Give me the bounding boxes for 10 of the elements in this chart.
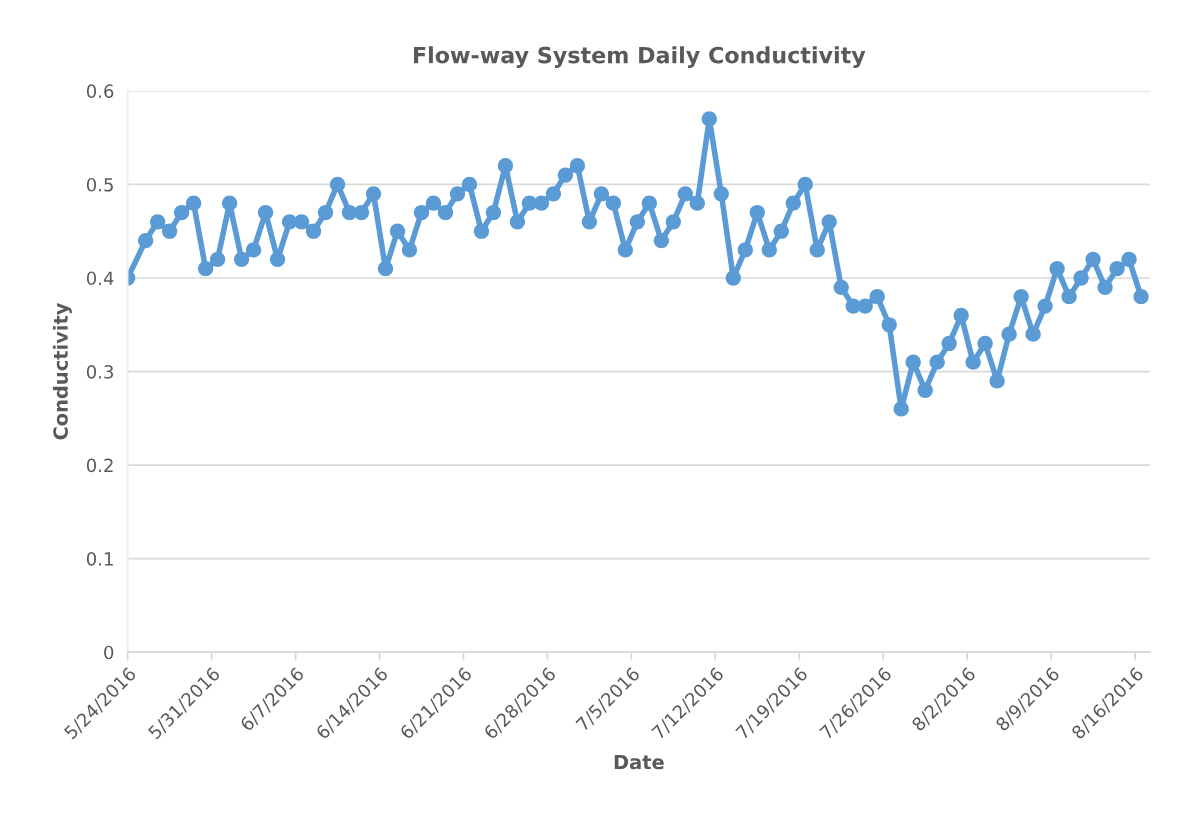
y-axis-title: Conductivity — [52, 302, 72, 440]
y-tick-label: 0.2 — [86, 458, 113, 473]
y-tick-label: 0.3 — [86, 365, 114, 379]
y-tick-label: 0 — [104, 645, 114, 660]
x-axis-title: Date — [614, 754, 664, 770]
chart-title: Flow-way System Daily Conductivity — [413, 46, 866, 68]
y-tick-label: 0.6 — [86, 84, 114, 99]
y-tick-label: 0.5 — [86, 177, 113, 192]
y-tick-label: 0.1 — [86, 552, 113, 566]
y-tick-label: 0.4 — [86, 271, 114, 286]
